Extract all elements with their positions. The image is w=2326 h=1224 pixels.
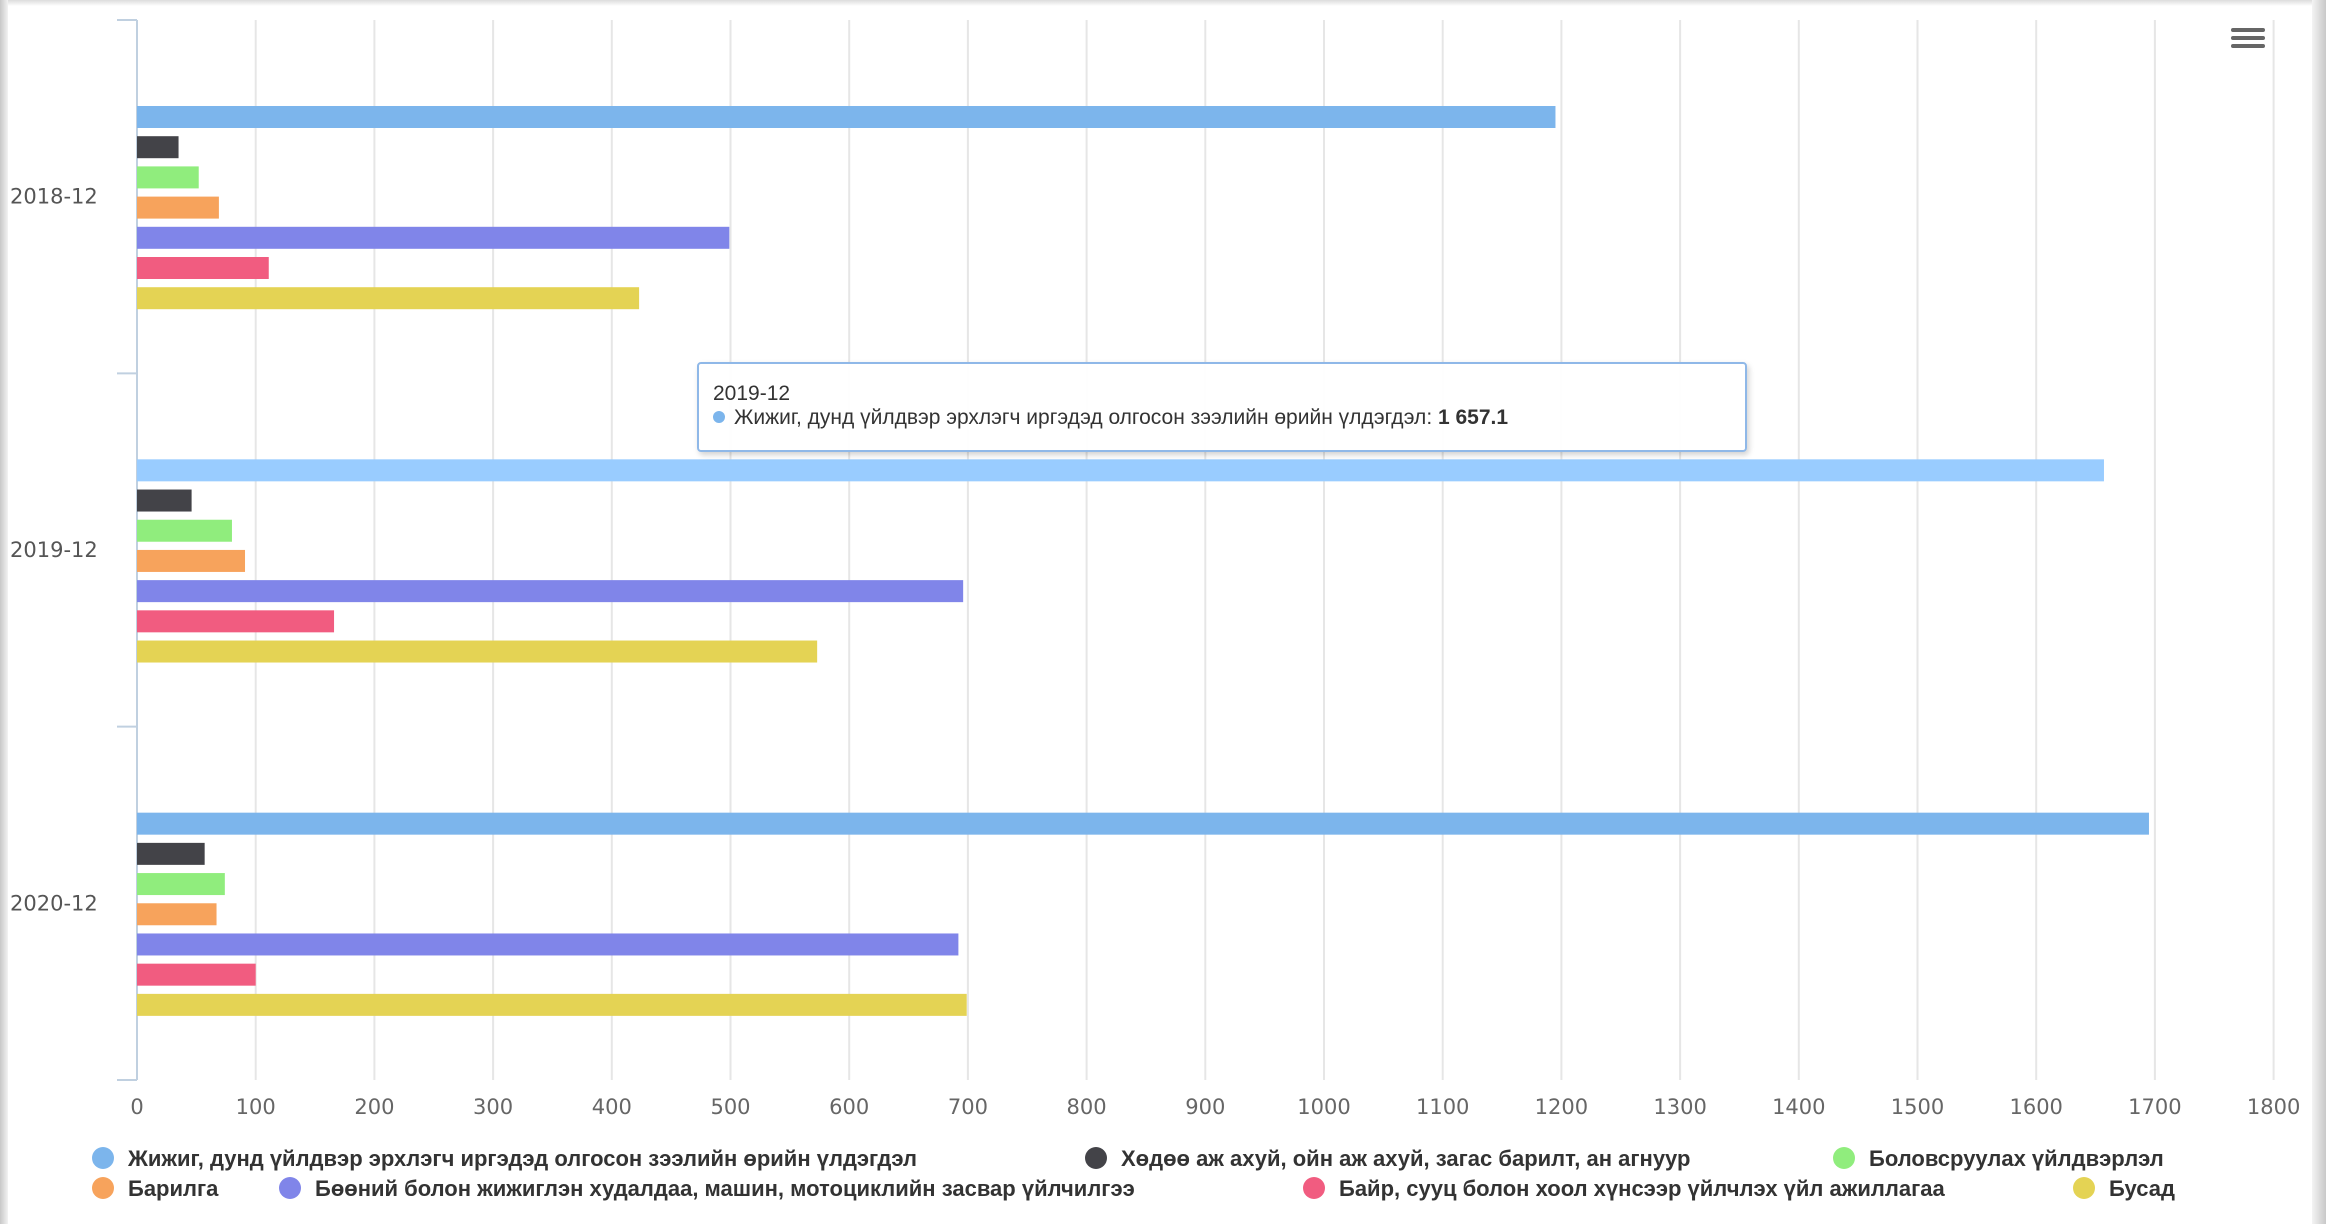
legend-item-agriculture[interactable]: Хөдөө аж ахуй, ойн аж ахуй, загас барилт…: [1085, 1146, 1690, 1172]
legend-dot: [1833, 1147, 1855, 1169]
frame-shadow-top: [0, 0, 2326, 6]
legend-item-trade[interactable]: Бөөний болон жижиглэн худалдаа, машин, м…: [279, 1176, 1135, 1202]
x-tick-label: 600: [829, 1095, 869, 1119]
bar: [137, 549, 246, 572]
axis-labels: 0 100 200 300 400 500 600 700 800 900 1000 1100 1200…: [10, 185, 2300, 1119]
bar: [137, 812, 2149, 835]
legend-label: Хөдөө аж ахуй, ойн аж ахуй, загас барилт…: [1121, 1146, 1691, 1171]
x-tick-label: 0: [130, 1095, 143, 1119]
legend-dot: [279, 1177, 301, 1199]
x-tick-label: 1500: [1891, 1095, 1944, 1119]
axes: [117, 19, 138, 1081]
x-tick-label: 1800: [2247, 1095, 2300, 1119]
menu-icon-line: [2231, 36, 2265, 40]
bar: [137, 519, 232, 542]
bar: [137, 933, 959, 956]
legend-dot: [92, 1147, 114, 1169]
x-tick-label: 500: [710, 1095, 750, 1119]
menu-icon-line: [2231, 28, 2265, 32]
bar: [137, 106, 1556, 128]
bar: [137, 459, 2104, 482]
legend-label: Боловсруулах үйлдвэрлэл: [1869, 1146, 2164, 1171]
menu-icon-line: [2231, 44, 2265, 48]
bar: [137, 993, 967, 1016]
category-label: 2020-12: [10, 891, 98, 915]
chart-menu-button[interactable]: [2228, 24, 2268, 58]
bar: [137, 257, 269, 279]
legend-item-manufacturing[interactable]: Боловсруулах үйлдвэрлэл: [1833, 1146, 2164, 1172]
frame-shadow-left: [0, 0, 8, 1224]
bar: [137, 489, 192, 512]
bar: [137, 903, 217, 926]
tooltip-series-dot: [713, 411, 725, 423]
legend-label: Барилга: [128, 1176, 219, 1201]
bar: [137, 196, 219, 219]
legend-label: Бусад: [2109, 1176, 2175, 1201]
x-tick-label: 800: [1067, 1095, 1107, 1119]
tooltip-value: 1 657.1: [1437, 406, 1509, 429]
legend-dot: [92, 1177, 114, 1199]
bar: [137, 136, 179, 159]
x-tick-label: 200: [354, 1095, 394, 1119]
x-tick-label: 1400: [1772, 1095, 1825, 1119]
legend-label: Бөөний болон жижиглэн худалдаа, машин, м…: [315, 1176, 1135, 1201]
legend-item-other[interactable]: Бусад: [2073, 1176, 2175, 1202]
legend-dot: [2073, 1177, 2095, 1199]
category-label: 2018-12: [10, 185, 98, 209]
tooltip-series-name: Жижиг, дунд үйлдвэр эрхлэгч иргэдэд олго…: [734, 406, 1427, 429]
legend-item-sme-loans[interactable]: Жижиг, дунд үйлдвэр эрхлэгч иргэдэд олго…: [92, 1146, 917, 1172]
chart-tooltip: 2019-12 Жижиг, дунд үйлдвэр эрхлэгч иргэ…: [697, 362, 1747, 452]
frame-shadow-right: [2312, 0, 2326, 1224]
bar: [137, 166, 199, 189]
bar: [137, 226, 730, 249]
x-tick-label: 1300: [1653, 1095, 1706, 1119]
x-tick-label: 100: [236, 1095, 276, 1119]
x-tick-label: 1000: [1297, 1095, 1350, 1119]
bars: [137, 106, 2149, 1016]
x-tick-label: 300: [473, 1095, 513, 1119]
x-tick-label: 400: [592, 1095, 632, 1119]
legend-item-accommodation[interactable]: Байр, сууц болон хоол хүнсээр үйлчлэх үй…: [1303, 1176, 1945, 1202]
bar: [137, 640, 818, 663]
bar: [137, 963, 256, 986]
bar: [137, 610, 335, 633]
bar: [137, 873, 225, 896]
legend-item-construction[interactable]: Барилга: [92, 1176, 218, 1202]
bar: [137, 842, 205, 865]
tooltip-category: 2019-12: [713, 382, 791, 405]
x-tick-label: 900: [1185, 1095, 1225, 1119]
legend-dot: [1085, 1147, 1107, 1169]
legend-label: Байр, сууц болон хоол хүнсээр үйлчлэх үй…: [1339, 1176, 1945, 1201]
x-tick-label: 1700: [2128, 1095, 2181, 1119]
bar: [137, 580, 964, 603]
grid-lines: [254, 20, 2275, 1080]
legend-dot: [1303, 1177, 1325, 1199]
x-tick-label: 700: [948, 1095, 988, 1119]
x-tick-label: 1100: [1416, 1095, 1469, 1119]
x-tick-label: 1600: [2009, 1095, 2062, 1119]
bar: [137, 287, 640, 310]
tooltip-row: Жижиг, дунд үйлдвэр эрхлэгч иргэдэд олго…: [713, 406, 1508, 430]
legend-label: Жижиг, дунд үйлдвэр эрхлэгч иргэдэд олго…: [128, 1146, 917, 1171]
x-tick-label: 1200: [1535, 1095, 1588, 1119]
category-label: 2019-12: [10, 538, 98, 562]
